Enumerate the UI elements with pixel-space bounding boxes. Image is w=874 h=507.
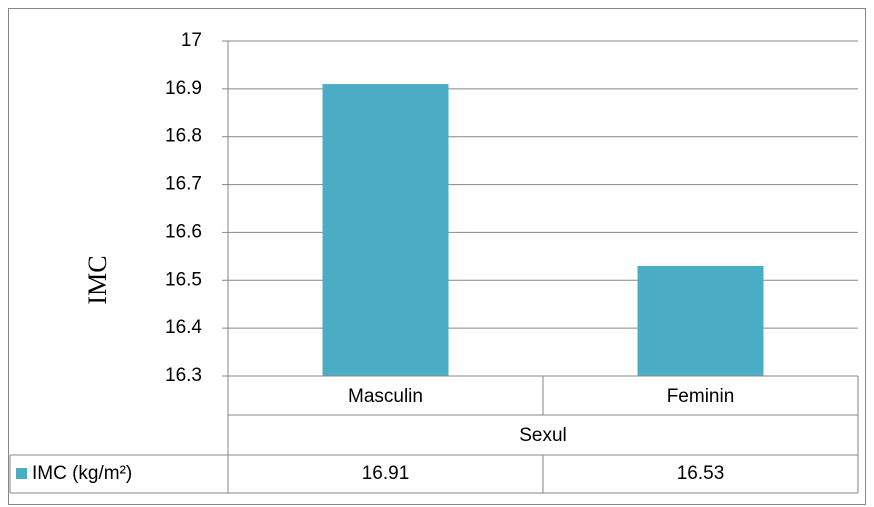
legend-swatch	[16, 468, 27, 479]
table-value: 16.91	[362, 463, 410, 484]
y-tick-label: 16.9	[165, 78, 202, 99]
x-axis-label: Sexul	[519, 425, 567, 446]
y-tick-label: 17	[181, 30, 202, 51]
y-tick-label: 16.4	[165, 317, 202, 338]
chart-frame	[8, 8, 866, 505]
bar	[637, 265, 764, 376]
y-axis-label: IMC	[83, 255, 112, 304]
bar	[322, 84, 449, 377]
y-tick-label: 16.8	[165, 126, 202, 147]
legend-label: IMC (kg/m²)	[32, 463, 132, 484]
y-tick-label: 16.6	[165, 221, 202, 242]
y-tick-label: 16.3	[165, 365, 202, 386]
y-tick-label: 16.5	[165, 269, 202, 290]
table-value: 16.53	[677, 463, 725, 484]
y-tick-label: 16.7	[165, 174, 202, 195]
x-tick-label: Masculin	[348, 386, 423, 407]
x-tick-label: Feminin	[667, 386, 735, 407]
